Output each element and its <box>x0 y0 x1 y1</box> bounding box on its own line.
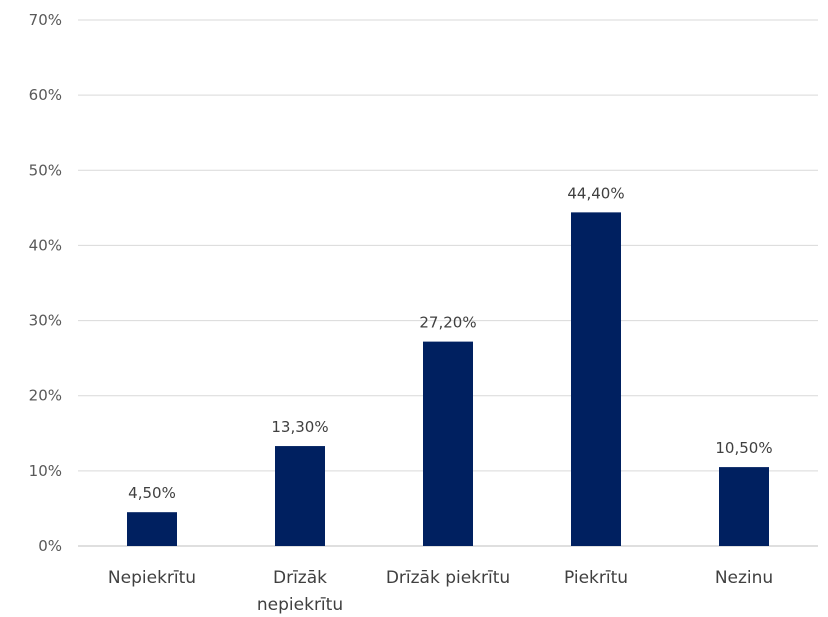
data-label: 10,50% <box>715 439 772 457</box>
bar <box>275 446 325 546</box>
y-axis-ticks: 0% 10% 20% 30% 40% 50% 60% 70% <box>29 11 62 555</box>
bar <box>423 341 473 546</box>
category-label: Drīzāk nepiekrītu <box>257 568 343 615</box>
bar <box>127 512 177 546</box>
y-tick-label: 60% <box>29 86 62 104</box>
category-labels: Nepiekrītu Drīzāk nepiekrītu Drīzāk piekrīt… <box>108 568 773 615</box>
bar <box>719 467 769 546</box>
category-label: Nezinu <box>715 568 773 588</box>
bars <box>127 212 769 546</box>
y-tick-label: 50% <box>29 161 62 179</box>
y-tick-label: 70% <box>29 11 62 29</box>
category-label: Nepiekrītu <box>108 568 196 588</box>
data-label: 27,20% <box>419 314 476 332</box>
bar <box>571 212 621 546</box>
category-label: Piekrītu <box>564 568 628 588</box>
y-tick-label: 20% <box>29 387 62 405</box>
y-tick-label: 0% <box>38 537 62 555</box>
data-labels: 4,50% 13,30% 27,20% 44,40% 10,50% <box>128 184 772 502</box>
data-label: 44,40% <box>567 184 624 202</box>
data-label: 13,30% <box>271 418 328 436</box>
y-tick-label: 30% <box>29 312 62 330</box>
y-tick-label: 10% <box>29 462 62 480</box>
y-tick-label: 40% <box>29 236 62 254</box>
data-label: 4,50% <box>128 484 176 502</box>
category-label: Drīzāk piekrītu <box>386 568 510 588</box>
